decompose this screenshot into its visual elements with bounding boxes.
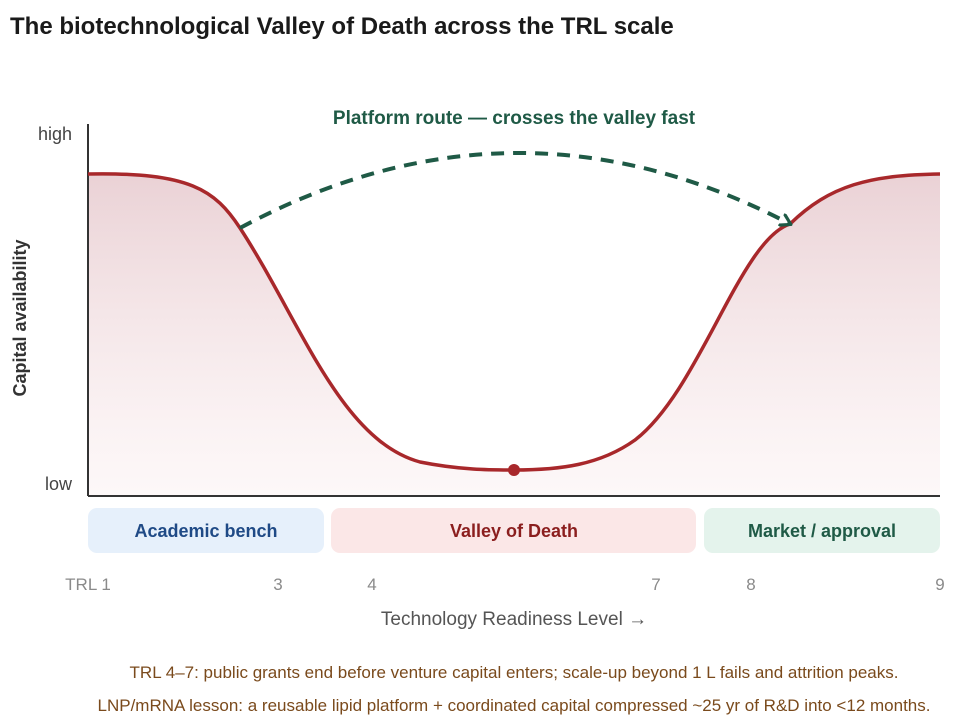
diagram-title: The biotechnological Valley of Death acr…: [10, 13, 674, 40]
trl-tick-9: 9: [935, 575, 944, 594]
y-axis-high-label: high: [38, 124, 72, 144]
zone-academic-bench: [88, 508, 324, 553]
trl-tick-8: 8: [746, 575, 755, 594]
platform-route-arrow: [239, 151, 790, 230]
zone-academic-bench-label: Academic bench: [134, 521, 277, 541]
x-axis-title: Technology Readiness Level →: [381, 609, 647, 630]
platform-route-label: Platform route — crosses the valley fast: [333, 108, 696, 129]
zone-valley-of-death-label: Valley of Death: [450, 521, 578, 541]
valley-bottom-marker: [508, 464, 520, 476]
capital-area-fill: [88, 173, 940, 496]
zone-market-approval-label: Market / approval: [748, 521, 896, 541]
trl-tick-4: 4: [367, 575, 376, 594]
zone-valley-of-death: [331, 508, 696, 553]
y-axis-low-label: low: [45, 474, 73, 494]
y-axis-title: Capital availability: [10, 239, 30, 396]
note-trl-4-7: TRL 4–7: public grants end before ventur…: [130, 663, 899, 682]
zone-market-approval: [704, 508, 940, 553]
trl-tick-7: 7: [651, 575, 660, 594]
trl-tick-3: 3: [273, 575, 282, 594]
note-lnp-mrna-lesson: LNP/mRNA lesson: a reusable lipid platfo…: [98, 696, 931, 715]
trl-tick-1: TRL 1: [65, 575, 111, 594]
